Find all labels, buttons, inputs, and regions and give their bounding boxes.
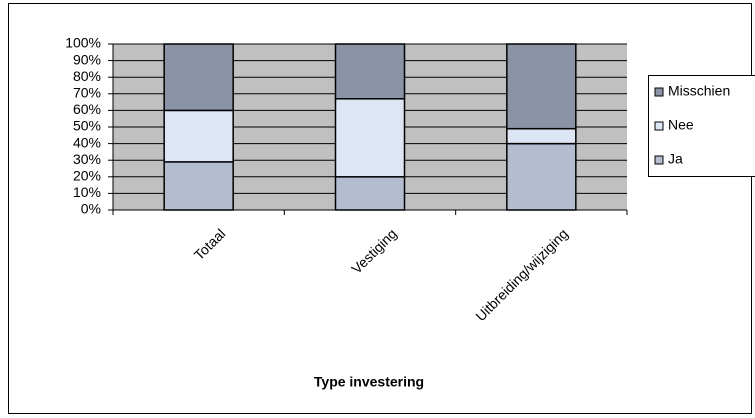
bar-segment [506, 142, 577, 211]
y-tick-label: 100% [65, 35, 101, 51]
legend-label: Nee [668, 117, 694, 133]
y-tick-label: 60% [73, 101, 101, 117]
legend-box [648, 75, 755, 177]
y-tick-label: 10% [73, 184, 101, 200]
y-tick-label: 70% [73, 85, 101, 101]
bar-segment [334, 176, 406, 211]
y-tick-label: 40% [73, 134, 101, 150]
y-tick-label: 0% [81, 201, 101, 217]
legend-label: Misschien [668, 83, 730, 99]
legend-swatch [654, 87, 664, 97]
y-tick-label: 50% [73, 118, 101, 134]
bar-segment [163, 109, 234, 163]
bar-segment [334, 43, 406, 100]
legend-swatch [654, 121, 664, 131]
bar-segment [163, 43, 234, 112]
bar-segment [334, 98, 406, 178]
y-tick-label: 30% [73, 151, 101, 167]
y-tick-label: 90% [73, 51, 101, 67]
bar-segment [506, 127, 577, 145]
legend-swatch [654, 155, 664, 165]
y-tick-label: 20% [73, 168, 101, 184]
bar-segment [506, 43, 577, 130]
y-tick-label: 80% [73, 68, 101, 84]
legend-label: Ja [668, 151, 683, 167]
bar-segment [163, 161, 234, 211]
x-axis-title: Type investering [314, 374, 424, 390]
